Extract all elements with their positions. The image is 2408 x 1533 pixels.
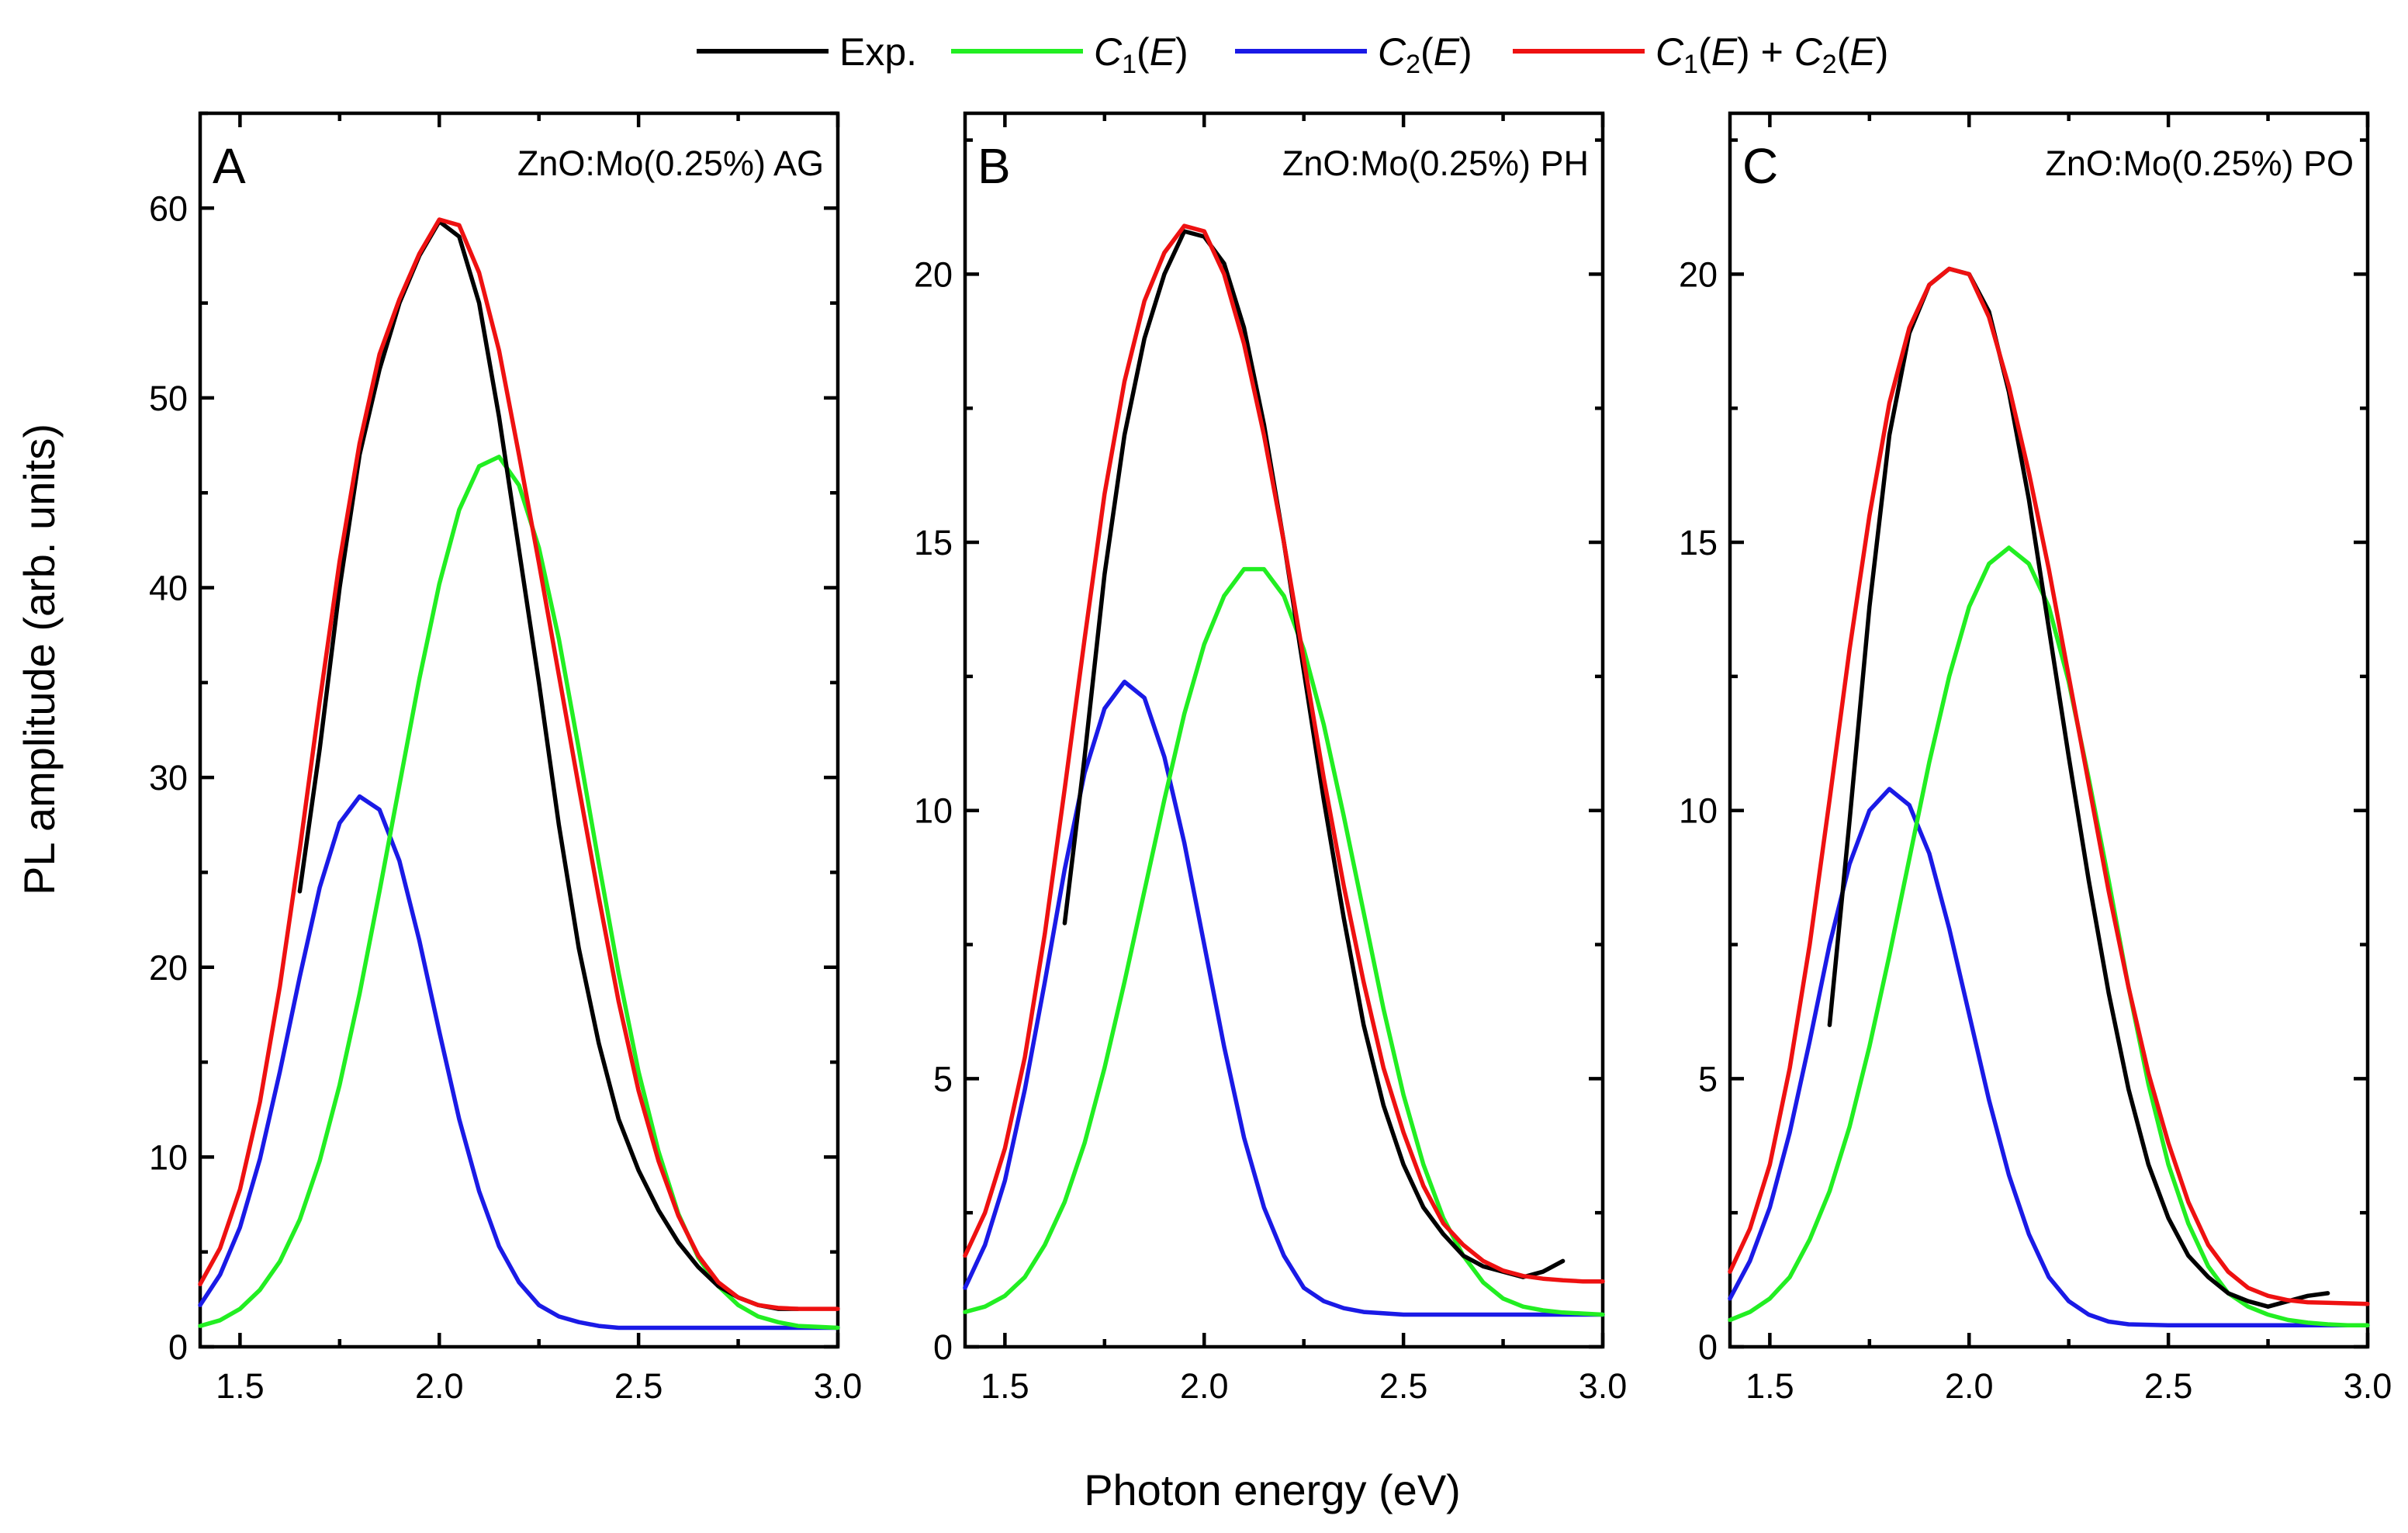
legend-label-c2: C2(E) (1378, 30, 1472, 79)
panel-b-sample-label: ZnO:Mo(0.25%) PH (1282, 144, 1589, 183)
panel-c-ytick-label: 10 (1679, 791, 1718, 831)
panel-c-series-c2 (1728, 787, 2370, 1328)
panel-c-series-sum (1728, 266, 2370, 1306)
panel-a-letter: A (213, 138, 246, 194)
panel-c-ytick-label: 15 (1679, 523, 1718, 562)
panel-b-plot-frame (963, 111, 1605, 1349)
panel-a-ytick-label: 20 (149, 948, 188, 988)
panel-b-ytick-label: 5 (933, 1059, 953, 1099)
panel-a-ytick-label: 40 (149, 569, 188, 608)
panel-a-series-sum (198, 217, 840, 1311)
panel-c-ytick-label: 0 (1698, 1327, 1718, 1367)
panel-a-sample-label: ZnO:Mo(0.25%) AG (517, 144, 824, 183)
panel-c-xtick-label: 1.5 (1745, 1366, 1794, 1406)
panel-a-series-exp (297, 219, 801, 1311)
panel-a-ytick-label: 10 (149, 1137, 188, 1177)
legend-label-sum: C1(E) + C2(E) (1656, 30, 1888, 79)
panel-a-xtick-label: 1.5 (216, 1366, 265, 1406)
panel-b-xtick-label: 2.0 (1180, 1366, 1229, 1406)
panel-b-xtick-label: 2.5 (1379, 1366, 1428, 1406)
panel-c-series-exp (1827, 266, 2330, 1309)
panel-c-letter: C (1742, 138, 1778, 194)
panel-b-ticks: 1.5 2.0 2.5 3.0 0 5 10 15 20 (914, 113, 1627, 1406)
panel-b-ytick-label: 10 (914, 791, 953, 831)
panel-a-ytick-label: 0 (168, 1327, 188, 1367)
legend-label-c1: C1(E) (1094, 30, 1188, 79)
panel-a-curves (198, 217, 840, 1331)
panel-b-ytick-label: 0 (933, 1327, 953, 1367)
legend-label-exp: Exp. (839, 30, 917, 74)
panel-c-xtick-label: 3.0 (2344, 1366, 2392, 1406)
panel-b-xtick-label: 1.5 (981, 1366, 1029, 1406)
panel-b-letter: B (977, 138, 1011, 194)
panel-a-xtick-label: 2.5 (614, 1366, 663, 1406)
panel-a-xtick-label: 2.0 (415, 1366, 464, 1406)
panel-a-ytick-label: 30 (149, 758, 188, 798)
panel-b-ytick-label: 15 (914, 523, 953, 562)
panel-c: 1.5 2.0 2.5 3.0 0 5 10 15 20 C ZnO:Mo(0.25%) PO (1679, 111, 2392, 1406)
panel-a-ticks: 1.5 2.0 2.5 3.0 0 10 20 30 40 50 60 (149, 111, 863, 1406)
panel-b-xtick-label: 3.0 (1579, 1366, 1628, 1406)
panel-a-plot-frame (198, 111, 840, 1349)
panel-c-xtick-label: 2.5 (2144, 1366, 2193, 1406)
panel-b-ytick-label: 20 (914, 254, 953, 294)
panel-a-ytick-label: 60 (149, 189, 188, 228)
panel-c-ytick-label: 20 (1679, 254, 1718, 294)
y-axis-title: PL amplitude (arb. units) (15, 424, 64, 895)
panel-b: 1.5 2.0 2.5 3.0 0 5 10 15 20 B ZnO:Mo(0.25%) PH (914, 111, 1627, 1406)
panel-b-series-exp (1062, 229, 1566, 1279)
legend: Exp. C1(E) C2(E) C1(E) + C2(E) (697, 30, 1888, 79)
x-axis-title: Photon energy (eV) (1084, 1466, 1461, 1514)
panel-c-ticks: 1.5 2.0 2.5 3.0 0 5 10 15 20 (1679, 113, 2392, 1406)
panel-c-curves (1728, 266, 2370, 1328)
panel-b-series-c2 (963, 680, 1605, 1317)
panel-b-curves (963, 223, 1605, 1317)
panel-b-series-sum (963, 223, 1605, 1284)
panel-a-xtick-label: 3.0 (814, 1366, 863, 1406)
panel-c-xtick-label: 2.0 (1945, 1366, 1994, 1406)
panel-a-series-c2 (198, 794, 840, 1331)
panel-c-series-c1 (1728, 545, 2370, 1328)
panel-c-plot-frame (1728, 111, 2370, 1349)
panel-a-series-c1 (198, 455, 840, 1331)
panel-a-ytick-label: 50 (149, 379, 188, 418)
panel-c-sample-label: ZnO:Mo(0.25%) PO (2045, 144, 2354, 183)
panel-b-series-c1 (963, 566, 1605, 1317)
panel-a: 1.5 2.0 2.5 3.0 0 10 20 30 40 50 60 A ZnO:Mo(0.25%… (149, 111, 863, 1406)
panel-c-ytick-label: 5 (1698, 1059, 1718, 1099)
